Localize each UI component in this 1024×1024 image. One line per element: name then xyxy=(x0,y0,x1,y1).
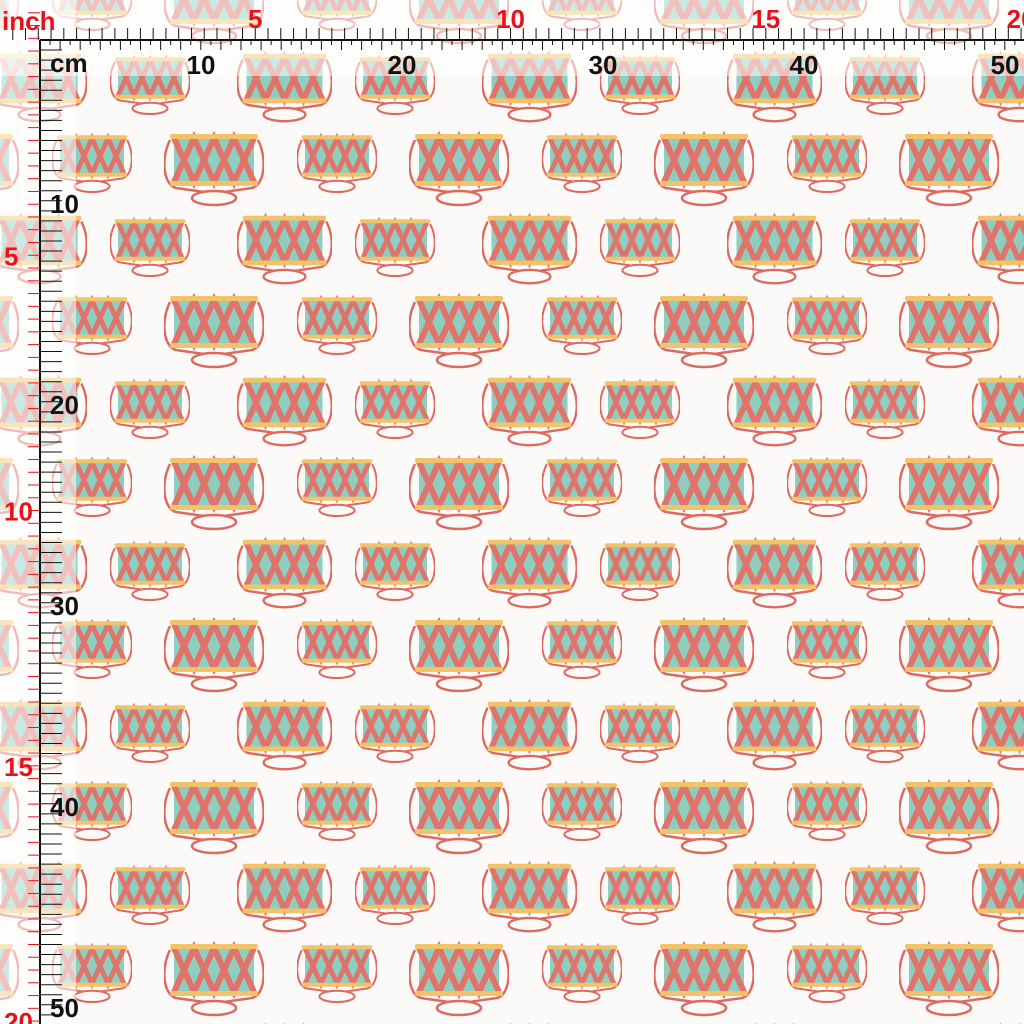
inch-label: 15 xyxy=(751,4,780,34)
cm-label: 50 xyxy=(50,993,79,1023)
inch-label: 20 xyxy=(1007,4,1024,34)
cm-label: 30 xyxy=(50,591,79,621)
inch-label: 15 xyxy=(4,752,33,782)
cm-label: 20 xyxy=(50,390,79,420)
cm-label: 10 xyxy=(50,189,79,219)
left-ruler-band xyxy=(0,0,76,1024)
cm-label: 40 xyxy=(50,792,79,822)
inch-label: 5 xyxy=(248,4,262,34)
top-ruler-band xyxy=(0,0,1024,76)
cm-unit: cm xyxy=(50,48,88,78)
cm-label: 50 xyxy=(991,50,1020,80)
cm-label: 10 xyxy=(187,50,216,80)
inch-unit: inch xyxy=(2,6,55,36)
inch-label: 5 xyxy=(4,241,18,271)
inch-label: 10 xyxy=(4,497,33,527)
cm-label: 40 xyxy=(790,50,819,80)
cm-label: 20 xyxy=(388,50,417,80)
ruler-ticks xyxy=(12,12,1022,1022)
inch-label: 20 xyxy=(4,1007,33,1024)
inch-label: 10 xyxy=(496,4,525,34)
cm-label: 30 xyxy=(589,50,618,80)
